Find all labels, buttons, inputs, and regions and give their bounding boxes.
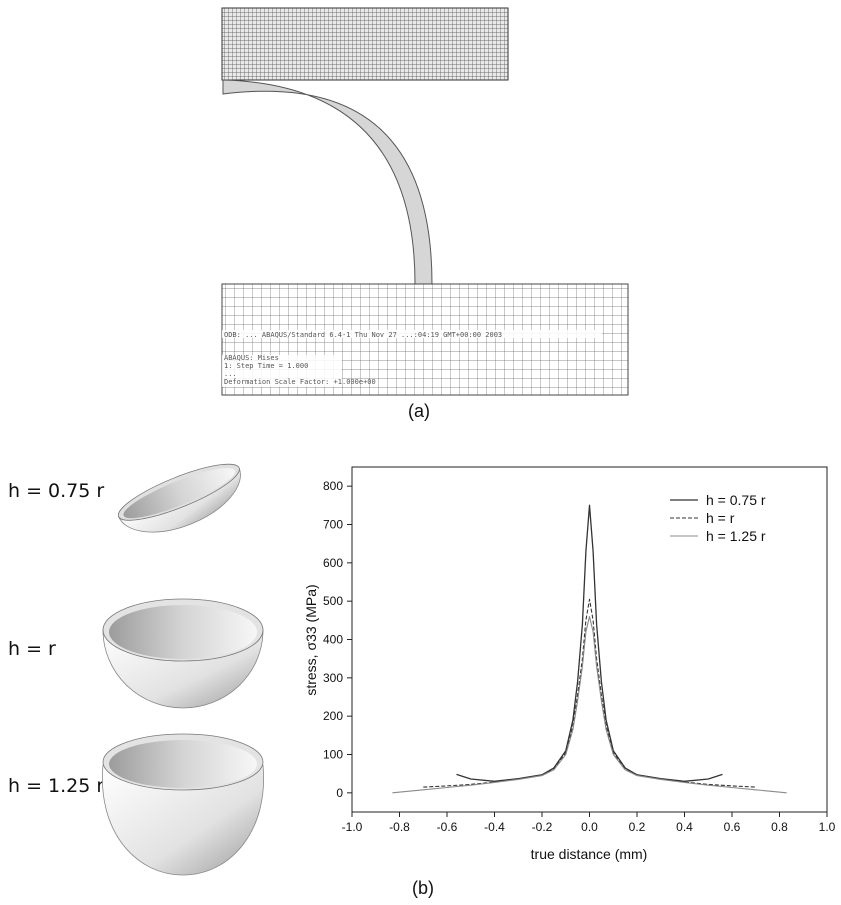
shell-label-2: h = 1.25 r (8, 775, 105, 797)
series-line-0 (456, 504, 723, 782)
legend-label-1: h = r (706, 510, 735, 526)
y-tick-label: 800 (323, 479, 343, 493)
fem-model-figure: ODB: ... ABAQUS/Standard 6.4-1 Thu Nov 2… (221, 7, 629, 396)
y-tick-label: 500 (323, 594, 343, 608)
y-tick-label: 100 (323, 748, 343, 762)
x-tick-label: -0.2 (532, 820, 553, 834)
x-tick-label: -0.6 (437, 820, 458, 834)
simulation-info-text: ODB: ... ABAQUS/Standard 6.4-1 Thu Nov 2… (222, 330, 602, 387)
x-tick-label: 0.8 (771, 820, 788, 834)
svg-text:...: ... (224, 370, 237, 378)
y-tick-label: 400 (323, 633, 343, 647)
shell-h-r (102, 598, 264, 709)
x-tick-label: 0.2 (629, 820, 646, 834)
svg-text:ABAQUS: Mises: ABAQUS: Mises (224, 354, 279, 362)
legend: h = 0.75 r h = r h = 1.25 r (670, 492, 766, 544)
x-tick-label: -1.0 (342, 820, 363, 834)
x-axis-ticks: -1.0 -0.8 -0.6 -0.4 -0.2 0.0 0.2 0.4 0.6 0.8 1.0 (342, 812, 835, 834)
upper-mesh-block (221, 7, 509, 81)
shell-cross-section (222, 79, 433, 285)
series-line-1 (423, 598, 756, 788)
shell-label-1: h = r (8, 638, 56, 660)
x-tick-label: 0.0 (581, 820, 598, 834)
svg-text:Deformation Scale Factor: +1.0: Deformation Scale Factor: +1.000e+00 (224, 378, 376, 386)
x-axis-label: true distance (mm) (531, 846, 648, 862)
y-tick-label: 600 (323, 556, 343, 570)
x-tick-label: -0.4 (484, 820, 505, 834)
series-line-2 (392, 615, 787, 794)
y-tick-label: 200 (323, 709, 343, 723)
caption-b: (b) (412, 878, 434, 898)
shell-h-125r (101, 733, 265, 876)
series-lines (392, 504, 787, 794)
x-tick-label: 0.4 (676, 820, 693, 834)
x-tick-label: 1.0 (819, 820, 835, 834)
caption-a: (a) (408, 401, 430, 421)
y-tick-label: 300 (323, 671, 343, 685)
stress-chart: -1.0 -0.8 -0.6 -0.4 -0.2 0.0 0.2 0.4 0.6 0.8 1.0 0… (303, 466, 835, 862)
y-tick-label: 0 (336, 786, 343, 800)
shell-h-075r (117, 463, 241, 533)
x-tick-label: 0.6 (724, 820, 741, 834)
y-tick-label: 700 (323, 518, 343, 532)
svg-text:ODB: ... ABAQUS/Standard 6.: ODB: ... ABAQUS/Standard 6.4-1 Thu Nov 2… (224, 331, 502, 339)
svg-text:1: Step Time = 1.000: 1: Step Time = 1.000 (224, 362, 308, 370)
legend-label-0: h = 0.75 r (706, 492, 766, 508)
legend-label-2: h = 1.25 r (706, 528, 766, 544)
x-tick-label: -0.8 (389, 820, 410, 834)
shell-label-0: h = 0.75 r (8, 480, 105, 502)
shell-illustrations (101, 463, 265, 876)
plot-frame (351, 466, 828, 813)
y-axis-label: stress, σ33 (MPa) (303, 584, 319, 695)
y-axis-ticks: 0 100 200 300 400 500 600 700 800 (323, 479, 352, 800)
